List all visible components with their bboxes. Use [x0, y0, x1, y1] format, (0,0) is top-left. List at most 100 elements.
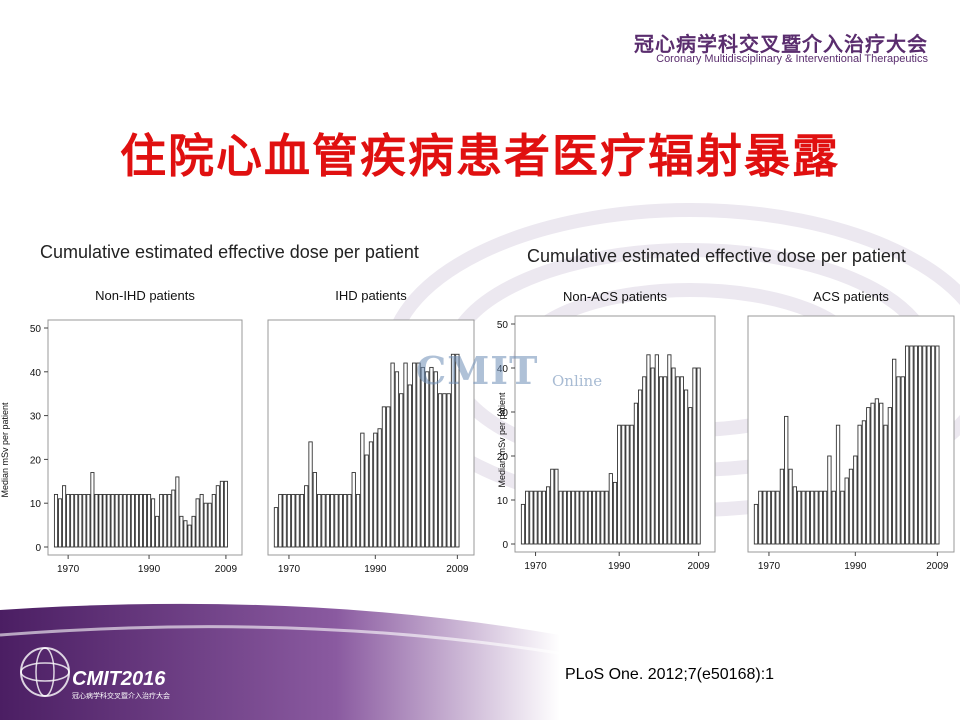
x-tick-label: 1990 [364, 564, 387, 575]
bar [416, 362, 421, 548]
bar [110, 493, 115, 548]
bar [879, 402, 884, 545]
chart-title: IHD patients [335, 288, 407, 303]
bar [835, 424, 841, 545]
bar [407, 384, 413, 548]
bar [917, 345, 923, 545]
citation: PLoS One. 2012;7(e50168):1 [565, 666, 775, 683]
bar [167, 493, 172, 548]
bar [861, 420, 867, 545]
y-axis-label: Median mSv per patient [0, 402, 10, 498]
bar [784, 415, 789, 545]
bar [53, 493, 59, 548]
bar [70, 493, 75, 548]
bar [304, 485, 309, 548]
bar [550, 468, 555, 545]
bar [278, 493, 283, 548]
bar [373, 432, 378, 548]
bar [273, 507, 279, 548]
bar [696, 367, 701, 545]
y-tick-label: 40 [30, 368, 42, 379]
watermark: CMIT [416, 348, 539, 393]
bar [529, 490, 534, 545]
bar [608, 473, 613, 545]
bar [295, 493, 300, 548]
bar [753, 503, 759, 545]
bar [450, 353, 456, 548]
y-tick-label: 20 [497, 452, 509, 463]
chart-title: Non-ACS patients [563, 289, 668, 304]
bar [853, 455, 858, 545]
bar [766, 490, 772, 545]
bar [175, 476, 180, 548]
bar [892, 358, 897, 545]
bar [399, 393, 404, 548]
bar [138, 493, 143, 548]
bar [671, 367, 676, 545]
bar [199, 493, 204, 548]
bar [282, 493, 287, 548]
bar [617, 424, 622, 545]
bar [134, 493, 139, 548]
bar [909, 345, 914, 545]
bar [94, 493, 99, 548]
bar [913, 345, 918, 545]
bar [291, 493, 296, 548]
bar [106, 493, 111, 548]
bar [360, 432, 365, 548]
conference-title-cn: 冠心病学科交叉暨介入治疗大会 [634, 32, 928, 56]
bar [98, 493, 103, 548]
bar [874, 398, 880, 545]
bar [537, 490, 542, 545]
bar [118, 493, 123, 548]
bar [368, 441, 374, 548]
bar [90, 472, 95, 548]
x-tick-label: 1990 [608, 561, 631, 572]
watermark-online: Online [552, 372, 603, 390]
bar [775, 490, 780, 545]
bar [663, 376, 668, 545]
bar [633, 402, 638, 545]
bar [562, 490, 567, 545]
y-tick-label: 20 [30, 455, 42, 466]
group-title-left: Cumulative estimated effective dose per … [40, 242, 419, 262]
bar [579, 490, 584, 545]
x-tick-label: 1990 [138, 564, 161, 575]
bar [887, 407, 893, 545]
bar [159, 493, 164, 548]
bar [126, 493, 131, 548]
bar [935, 345, 940, 545]
y-tick-label: 50 [30, 324, 42, 335]
y-tick-label: 40 [497, 364, 509, 375]
bar [848, 468, 854, 545]
bar [809, 490, 815, 545]
bar [429, 366, 434, 548]
bar [822, 490, 828, 545]
bar [926, 345, 931, 545]
bar [390, 362, 395, 548]
cmit-logo: CMIT2016 [72, 668, 166, 690]
bar [788, 468, 793, 545]
bar [814, 490, 819, 545]
bar [347, 493, 352, 548]
bar [455, 353, 460, 548]
bar [762, 490, 767, 545]
bar [883, 424, 888, 545]
y-axis-label: Median mSv per patient [497, 392, 507, 488]
bar [203, 502, 208, 548]
x-tick-label: 1990 [844, 561, 867, 572]
bar [650, 367, 655, 545]
bar [866, 407, 871, 545]
slide-title: 住院心血管疾病患者医疗辐射暴露 [120, 129, 840, 183]
bar [355, 493, 361, 548]
bar [183, 520, 188, 548]
bar [207, 502, 212, 548]
x-tick-label: 2009 [446, 564, 469, 575]
bar [692, 367, 697, 545]
bar [338, 493, 343, 548]
bar [600, 490, 605, 545]
bar [179, 515, 184, 548]
bar [904, 345, 910, 545]
bar [625, 424, 630, 545]
